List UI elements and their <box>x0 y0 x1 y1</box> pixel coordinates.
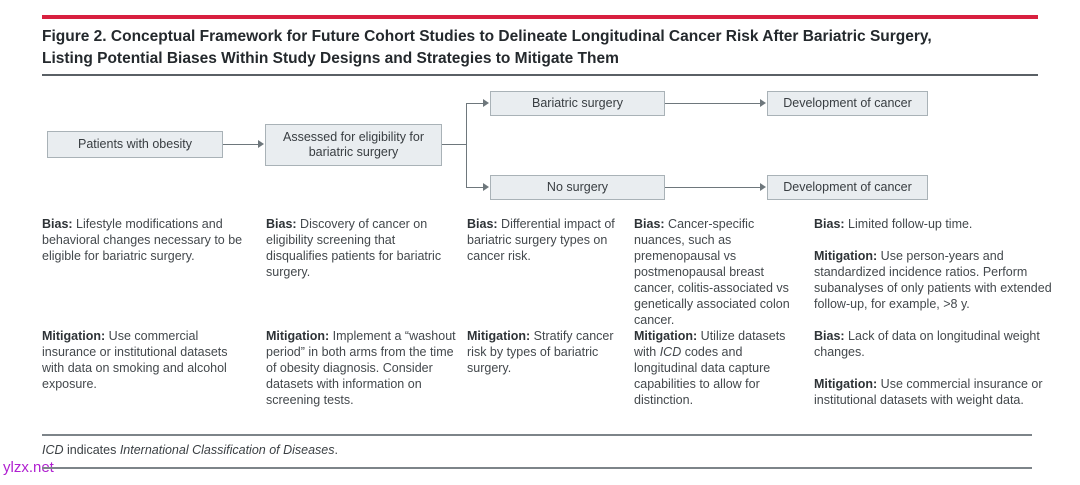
arrow-right-icon <box>483 99 489 107</box>
mitigation-label: Mitigation: <box>266 329 330 343</box>
accent-bar <box>42 15 1038 19</box>
connector-line <box>223 144 258 145</box>
mitigation-paragraph: Mitigation: Stratify cancer risk by type… <box>467 328 627 376</box>
arrow-right-icon <box>258 140 264 148</box>
mitigation-paragraph: Mitigation: Use commercial insurance or … <box>42 328 248 392</box>
arrow-right-icon <box>760 183 766 191</box>
node-no-surgery: No surgery <box>490 175 665 200</box>
mitigation-text: Implement a “washout period” in both arm… <box>266 329 456 407</box>
bias-text: Limited follow-up time. <box>844 217 973 231</box>
bottom-divider <box>42 467 1032 469</box>
mitigation-label: Mitigation: <box>814 249 878 263</box>
column-4: Bias: Cancer-specific nuances, such as p… <box>634 216 806 408</box>
node-development-of-cancer-bottom: Development of cancer <box>767 175 928 200</box>
bias-paragraph: Bias: Differential impact of bariatric s… <box>467 216 627 328</box>
bias-paragraph: Bias: Limited follow-up time. <box>814 216 1052 232</box>
node-bariatric-surgery: Bariatric surgery <box>490 91 665 116</box>
icd-abbrev: ICD <box>42 443 64 457</box>
connector-line <box>665 187 760 188</box>
node-patients-with-obesity: Patients with obesity <box>47 131 223 158</box>
title-divider <box>42 74 1038 76</box>
arrow-right-icon <box>483 183 489 191</box>
mitigation-text: Use commercial insurance or institutiona… <box>814 377 1043 407</box>
connector-line <box>466 103 483 104</box>
footnote: ICD indicates International Classificati… <box>42 443 338 457</box>
figure-title-line2: Listing Potential Biases Within Study De… <box>42 50 619 67</box>
footnote-period: . <box>334 443 338 457</box>
connector-line <box>665 103 760 104</box>
mitigation-paragraph: Mitigation: Implement a “washout period”… <box>266 328 458 408</box>
connector-line <box>442 144 467 145</box>
mitigation-text: Use commercial insurance or institutiona… <box>42 329 228 391</box>
mitigation-paragraph: Mitigation: Use person-years and standar… <box>814 248 1052 312</box>
bias-label: Bias: <box>814 217 845 231</box>
bias-label: Bias: <box>634 217 665 231</box>
icd-definition: International Classification of Diseases <box>119 443 335 457</box>
bias-text: Cancer-specific nuances, such as premeno… <box>634 217 790 327</box>
node-development-of-cancer-top: Development of cancer <box>767 91 928 116</box>
node-assessed-eligibility: Assessed for eligibility for bariatric s… <box>265 124 442 166</box>
connector-line <box>466 187 483 188</box>
bias-label: Bias: <box>814 329 845 343</box>
bias-text: Discovery of cancer on eligibility scree… <box>266 217 442 279</box>
mitigation-text: Stratify cancer risk by types of bariatr… <box>467 329 614 375</box>
column-2: Bias: Discovery of cancer on eligibility… <box>266 216 458 408</box>
bias-paragraph: Bias: Lack of data on longitudinal weigh… <box>814 328 1052 360</box>
figure-title-line1: Figure 2. Conceptual Framework for Futur… <box>42 28 932 45</box>
mitigation-paragraph: Mitigation: Utilize datasets with ICD co… <box>634 328 806 408</box>
bias-paragraph: Bias: Lifestyle modifications and behavi… <box>42 216 248 328</box>
bias-text: Differential impact of bariatric surgery… <box>467 217 615 263</box>
watermark-link[interactable]: ylzx.net <box>3 459 54 476</box>
mitigation-label: Mitigation: <box>634 329 698 343</box>
mitigation-label: Mitigation: <box>814 377 878 391</box>
mitigation-text: Use person-years and standardized incide… <box>814 249 1052 311</box>
footnote-divider <box>42 434 1032 436</box>
bias-label: Bias: <box>42 217 73 231</box>
mitigation-label: Mitigation: <box>467 329 531 343</box>
mitigation-text-post: codes and longitudinal data capture capa… <box>634 345 771 407</box>
bias-paragraph: Bias: Discovery of cancer on eligibility… <box>266 216 458 328</box>
mitigation-text-pre: Utilize datasets with <box>634 329 786 359</box>
icd-abbrev: ICD <box>659 345 682 359</box>
column-3: Bias: Differential impact of bariatric s… <box>467 216 627 376</box>
figure-title: Figure 2. Conceptual Framework for Futur… <box>42 26 1042 70</box>
bias-label: Bias: <box>266 217 297 231</box>
bias-label: Bias: <box>467 217 498 231</box>
bias-paragraph: Bias: Cancer-specific nuances, such as p… <box>634 216 806 328</box>
mitigation-label: Mitigation: <box>42 329 106 343</box>
bias-text: Lifestyle modifications and behavioral c… <box>42 217 243 263</box>
mitigation-paragraph: Mitigation: Use commercial insurance or … <box>814 376 1052 408</box>
bias-text: Lack of data on longitudinal weight chan… <box>814 329 1040 359</box>
column-5: Bias: Limited follow-up time. Mitigation… <box>814 216 1052 424</box>
arrow-right-icon <box>760 99 766 107</box>
column-1: Bias: Lifestyle modifications and behavi… <box>42 216 248 392</box>
connector-line <box>466 103 467 188</box>
footnote-text: indicates <box>63 443 120 457</box>
